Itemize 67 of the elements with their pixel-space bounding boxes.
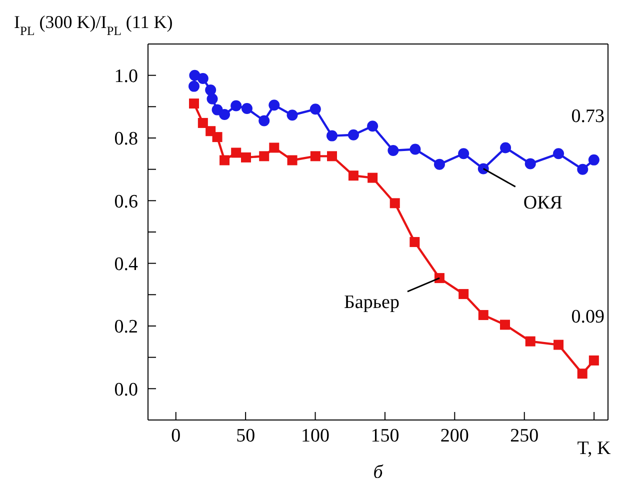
y-tick-label: 0.6 <box>114 191 138 212</box>
point <box>212 132 222 142</box>
point <box>327 151 337 162</box>
point <box>434 273 444 284</box>
point <box>269 142 280 153</box>
y-tick-label: 0.2 <box>114 316 138 338</box>
point <box>554 340 564 350</box>
point <box>188 80 200 92</box>
point <box>220 155 230 166</box>
annotation: ОКЯ <box>523 192 563 214</box>
point <box>368 172 378 183</box>
point <box>230 100 242 112</box>
point <box>258 115 270 126</box>
x-tick-label: 50 <box>236 425 256 446</box>
point <box>458 289 469 300</box>
annotation: 0.09 <box>571 306 605 328</box>
point <box>588 154 600 166</box>
x-tick-label: 100 <box>301 425 330 446</box>
point <box>577 164 588 175</box>
point <box>478 310 488 320</box>
point <box>500 320 510 330</box>
y-tick-label: 0.4 <box>114 254 138 276</box>
point <box>524 158 536 170</box>
point <box>189 70 200 81</box>
x-tick-label: 0 <box>171 425 181 446</box>
x-tick-label: 200 <box>440 425 469 446</box>
point <box>367 120 378 132</box>
y-axis-title: I$_{PL}$ (300 K)/I$_{PL}$ (11 K) <box>14 12 173 38</box>
text: б <box>373 462 384 483</box>
point <box>588 355 599 366</box>
point <box>310 151 320 162</box>
point <box>198 118 208 128</box>
point <box>388 145 399 156</box>
point <box>197 72 208 84</box>
point <box>241 103 252 114</box>
x-tick-label: 250 <box>510 425 539 446</box>
point <box>287 155 298 166</box>
point <box>326 130 338 142</box>
point <box>525 336 536 346</box>
point <box>206 93 218 104</box>
point <box>577 368 588 379</box>
point <box>458 148 470 160</box>
point <box>310 104 321 115</box>
point <box>268 100 280 111</box>
point <box>348 129 359 140</box>
x-tick-label: 150 <box>370 425 400 446</box>
y-tick-label: 0.8 <box>114 128 138 150</box>
point <box>231 148 242 158</box>
point <box>240 152 251 162</box>
point <box>390 198 400 208</box>
point <box>286 110 298 121</box>
point <box>205 84 216 96</box>
x-axis-title: T, K <box>577 438 611 459</box>
point <box>434 158 445 170</box>
annotation: Барьер <box>344 292 400 314</box>
point <box>410 144 421 155</box>
point <box>410 237 420 248</box>
point <box>478 163 489 174</box>
annotation: 0.73 <box>571 106 605 127</box>
point <box>259 151 270 162</box>
y-tick-label: 1.0 <box>114 66 138 88</box>
point <box>219 109 230 120</box>
y-tick-label: 0.0 <box>114 379 138 400</box>
point <box>189 98 199 109</box>
point <box>500 142 512 154</box>
point <box>348 170 358 181</box>
point <box>553 148 564 160</box>
